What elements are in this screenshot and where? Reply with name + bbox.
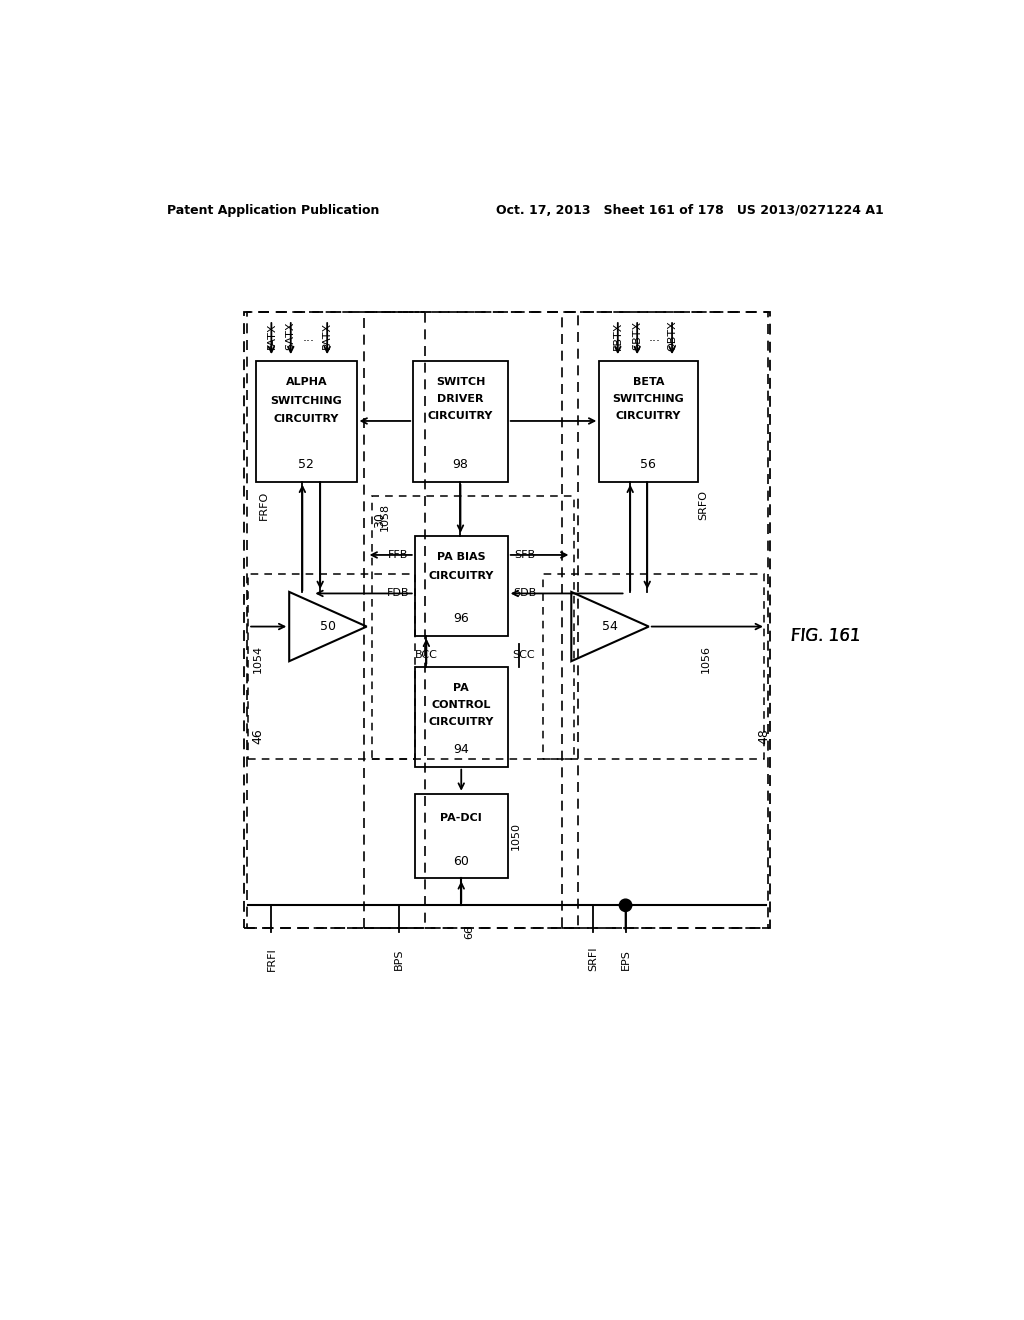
Text: 98: 98 xyxy=(453,458,468,471)
Bar xyxy=(245,313,770,928)
Text: QBTX: QBTX xyxy=(667,321,677,351)
Bar xyxy=(599,360,697,482)
Text: FBTX: FBTX xyxy=(612,321,623,350)
Text: CIRCUITRY: CIRCUITRY xyxy=(273,414,339,425)
Text: SRFI: SRFI xyxy=(588,946,598,972)
Text: 1056: 1056 xyxy=(700,645,711,673)
Text: DRIVER: DRIVER xyxy=(437,395,483,404)
Text: 50: 50 xyxy=(319,620,336,634)
Text: 66: 66 xyxy=(464,925,474,940)
Text: 94: 94 xyxy=(454,743,469,756)
Bar xyxy=(248,313,425,928)
Text: CIRCUITRY: CIRCUITRY xyxy=(429,717,494,727)
Text: FRFO: FRFO xyxy=(259,490,268,520)
Text: PATX: PATX xyxy=(323,322,332,348)
Text: 46: 46 xyxy=(252,729,264,743)
Text: 1050: 1050 xyxy=(511,822,520,850)
Text: SBTX: SBTX xyxy=(632,321,642,350)
Text: CONTROL: CONTROL xyxy=(431,700,490,710)
Bar xyxy=(372,496,573,759)
Text: SWITCHING: SWITCHING xyxy=(612,395,684,404)
Text: 60: 60 xyxy=(454,855,469,869)
Text: 52: 52 xyxy=(298,458,314,471)
Bar xyxy=(562,313,768,928)
Text: 54: 54 xyxy=(602,620,618,634)
Text: EPS: EPS xyxy=(621,949,631,970)
Text: SRFO: SRFO xyxy=(698,490,708,520)
Text: BPS: BPS xyxy=(394,949,404,970)
Text: FFB: FFB xyxy=(387,550,408,560)
Text: SATX: SATX xyxy=(286,321,296,350)
Text: ...: ... xyxy=(649,330,662,343)
Circle shape xyxy=(620,899,632,912)
Text: SCC: SCC xyxy=(512,649,535,660)
Text: Oct. 17, 2013   Sheet 161 of 178   US 2013/0271224 A1: Oct. 17, 2013 Sheet 161 of 178 US 2013/0… xyxy=(496,205,884,218)
Text: SWITCH: SWITCH xyxy=(436,378,485,388)
Text: SWITCHING: SWITCHING xyxy=(270,396,342,407)
Bar xyxy=(256,360,356,482)
Text: FIG. 161: FIG. 161 xyxy=(791,627,860,644)
Text: 1058: 1058 xyxy=(380,503,390,531)
Bar xyxy=(415,793,508,878)
Text: SDB: SDB xyxy=(513,589,537,598)
Text: CIRCUITRY: CIRCUITRY xyxy=(615,412,681,421)
Bar xyxy=(543,574,764,759)
Text: CIRCUITRY: CIRCUITRY xyxy=(428,412,494,421)
Text: BCC: BCC xyxy=(415,649,438,660)
Text: FIG. 161: FIG. 161 xyxy=(791,627,860,644)
Text: CIRCUITRY: CIRCUITRY xyxy=(429,570,494,581)
Text: ALPHA: ALPHA xyxy=(286,378,327,388)
Bar xyxy=(414,360,508,482)
Text: BETA: BETA xyxy=(633,378,665,388)
Text: FATX: FATX xyxy=(266,322,276,348)
Text: PA: PA xyxy=(454,684,469,693)
Text: 56: 56 xyxy=(640,458,656,471)
Text: PA-DCI: PA-DCI xyxy=(440,813,482,824)
Bar xyxy=(415,667,508,767)
Bar xyxy=(415,536,508,636)
Text: 96: 96 xyxy=(454,612,469,626)
Bar xyxy=(365,313,578,928)
Bar xyxy=(248,574,415,759)
Text: Patent Application Publication: Patent Application Publication xyxy=(167,205,379,218)
Text: PA BIAS: PA BIAS xyxy=(437,552,485,562)
Text: FDB: FDB xyxy=(386,589,409,598)
Text: SFB: SFB xyxy=(514,550,536,560)
Text: 30: 30 xyxy=(374,512,386,528)
Text: 48: 48 xyxy=(757,727,770,744)
Text: FRFI: FRFI xyxy=(266,948,276,972)
Text: ...: ... xyxy=(302,330,314,343)
Text: 1054: 1054 xyxy=(253,645,262,673)
